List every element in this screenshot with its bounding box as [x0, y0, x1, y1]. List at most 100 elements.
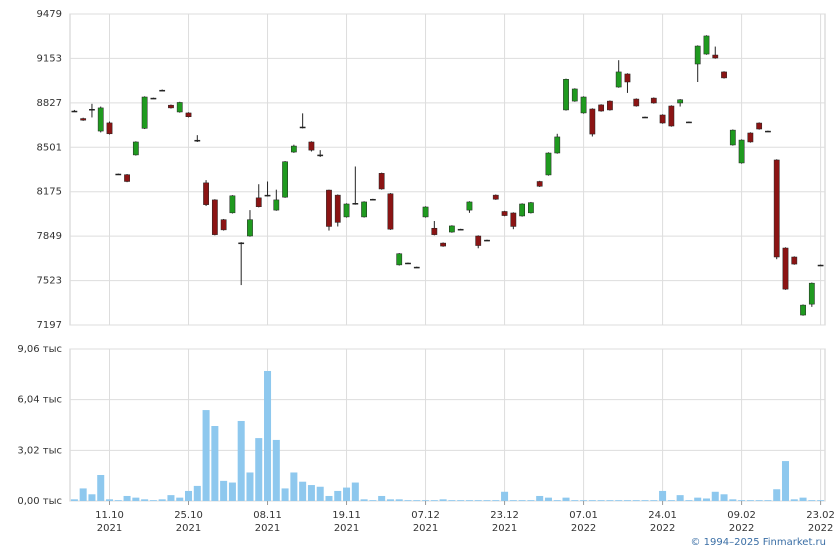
volume-bar: [483, 500, 491, 501]
volume-bar: [307, 485, 315, 501]
candle-body: [791, 256, 798, 265]
x-tick-label-year: 2021: [413, 523, 438, 534]
y-tick-label: 9153: [37, 53, 62, 64]
candle-body: [536, 181, 543, 187]
x-tick-label-year: 2022: [650, 523, 675, 534]
volume-bar: [97, 474, 105, 501]
candle-body: [369, 198, 376, 201]
volume-bar: [237, 420, 245, 501]
x-tick-label-year: 2022: [808, 523, 833, 534]
volume-bar: [694, 497, 702, 501]
volume-bar: [509, 500, 517, 501]
candle-body: [650, 97, 657, 104]
candle-body: [668, 105, 675, 127]
volume-bar: [501, 491, 509, 501]
candle-body: [159, 89, 166, 92]
volume-bar: [650, 500, 658, 501]
volume-bar: [185, 490, 193, 501]
candle-body: [247, 219, 253, 237]
volume-bar: [369, 500, 377, 501]
volume-bar: [632, 500, 640, 501]
volume-bar: [738, 500, 746, 501]
candle-body: [440, 242, 446, 247]
volume-bar: [378, 495, 386, 501]
x-tick-label-year: 2021: [176, 523, 201, 534]
candle-body: [124, 174, 130, 182]
volume-bar: [544, 497, 552, 501]
volume-bar: [360, 499, 368, 501]
x-tick-label-year: 2021: [97, 523, 122, 534]
candle-body: [765, 130, 771, 133]
candle-body: [686, 121, 692, 124]
candle-body: [203, 182, 209, 205]
candle-body: [89, 109, 95, 111]
volume-bar: [334, 490, 342, 501]
candle-body: [571, 88, 578, 102]
volume-bar: [790, 499, 798, 501]
y-tick-label: 3,02 тыс: [17, 445, 62, 456]
volume-bar: [413, 500, 421, 501]
candle-body: [747, 132, 754, 143]
volume-bar: [430, 500, 438, 501]
volume-bar: [518, 500, 526, 501]
volume-bar: [711, 491, 719, 501]
candle-body: [185, 112, 192, 118]
volume-bar: [404, 500, 412, 501]
candle-body: [510, 212, 517, 227]
candle-body: [756, 122, 763, 130]
candle-body: [211, 199, 218, 235]
candle-body: [413, 266, 420, 269]
candle-body: [615, 71, 622, 88]
candle-body: [132, 141, 139, 156]
candle-body: [484, 239, 490, 242]
x-tick-label: 23.02: [806, 510, 835, 521]
candle-body: [457, 228, 464, 231]
candle-body: [97, 107, 104, 132]
candle-body: [607, 100, 613, 111]
candle-body: [352, 203, 359, 205]
volume-bar: [281, 488, 289, 501]
candle-body: [150, 97, 157, 100]
candle-body: [449, 225, 455, 233]
candle-body: [343, 203, 350, 218]
candle-body: [519, 203, 526, 217]
candle-body: [738, 139, 745, 164]
volume-bar: [720, 494, 728, 501]
candle-body: [808, 282, 815, 305]
candle-body: [466, 201, 473, 211]
candle-body: [168, 104, 174, 109]
candle-body: [194, 139, 201, 142]
candle-body: [308, 141, 315, 151]
volume-bar: [606, 500, 614, 501]
volume-bar: [149, 500, 157, 501]
volume-bar: [158, 499, 166, 501]
volume-bar: [220, 480, 228, 501]
y-tick-label: 8501: [37, 142, 62, 153]
volume-bar: [615, 500, 623, 501]
candle-body: [422, 206, 429, 218]
volume-bar: [685, 500, 693, 501]
plot-frame: [69, 348, 826, 502]
y-tick-label: 6,04 тыс: [17, 395, 62, 406]
candle-body: [115, 173, 122, 176]
volume-bar: [316, 486, 324, 501]
volume-bar: [290, 472, 298, 501]
volume-bar: [246, 472, 254, 501]
volume-bar: [641, 500, 649, 501]
plot-frame: [69, 13, 826, 326]
candle-body: [80, 118, 87, 121]
volume-bar: [202, 410, 210, 501]
candle-body: [545, 152, 552, 176]
x-tick-label-year: 2022: [729, 523, 754, 534]
volume-bar: [132, 497, 140, 501]
candle-body: [475, 235, 482, 246]
volume-bar: [676, 495, 684, 501]
y-tick-label: 7523: [37, 276, 62, 287]
candle-body: [176, 102, 183, 113]
candle-body: [729, 129, 736, 146]
volume-bar: [562, 497, 570, 501]
volume-bar: [659, 490, 667, 501]
candle-body: [721, 71, 727, 79]
volume-bar: [448, 500, 456, 501]
candle-body: [589, 108, 596, 135]
